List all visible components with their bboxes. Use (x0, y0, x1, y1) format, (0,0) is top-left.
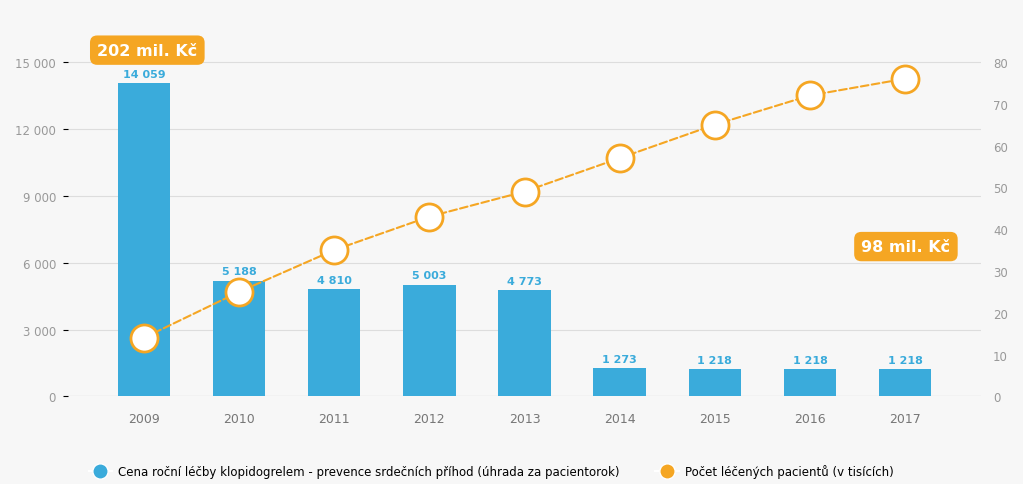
Bar (688, 369, 741, 396)
Point (897, 76, 914, 83)
Legend: Cena roční léčby klopidogrelem - prevence srdečních příhod (úhrada za pacientoro: Cena roční léčby klopidogrelem - prevenc… (84, 460, 898, 483)
Text: 14: 14 (136, 333, 151, 343)
Text: 98 mil. Kč: 98 mil. Kč (861, 240, 950, 255)
Point (421, 213, 438, 221)
Bar (498, 290, 550, 396)
Text: 25: 25 (232, 287, 247, 297)
Text: 35: 35 (327, 245, 342, 256)
Bar (308, 289, 360, 396)
Point (326, 247, 343, 255)
Bar (879, 369, 931, 396)
Text: 5 003: 5 003 (412, 271, 446, 281)
Point (136, 334, 152, 342)
Text: 65: 65 (708, 121, 722, 130)
Text: 43: 43 (422, 212, 437, 222)
Text: 5 188: 5 188 (222, 267, 257, 277)
Text: 202 mil. Kč: 202 mil. Kč (97, 44, 197, 59)
Point (707, 121, 723, 129)
Point (517, 188, 533, 196)
Bar (118, 84, 170, 396)
Bar (784, 369, 836, 396)
Point (802, 92, 818, 100)
Text: 1 218: 1 218 (888, 355, 923, 365)
Text: 49: 49 (518, 187, 532, 197)
Bar (403, 285, 455, 396)
Point (612, 155, 628, 163)
Bar (213, 281, 265, 396)
Text: 4 773: 4 773 (507, 276, 542, 286)
Text: 1 218: 1 218 (698, 355, 732, 365)
Text: 72: 72 (803, 91, 817, 101)
Text: 1 218: 1 218 (793, 355, 828, 365)
Text: 14 059: 14 059 (123, 69, 165, 79)
Point (231, 288, 248, 296)
Text: 76: 76 (898, 75, 913, 85)
Text: 4 810: 4 810 (317, 275, 352, 285)
Bar (593, 368, 646, 396)
Text: 57: 57 (613, 154, 627, 164)
Text: 1 273: 1 273 (603, 354, 637, 364)
